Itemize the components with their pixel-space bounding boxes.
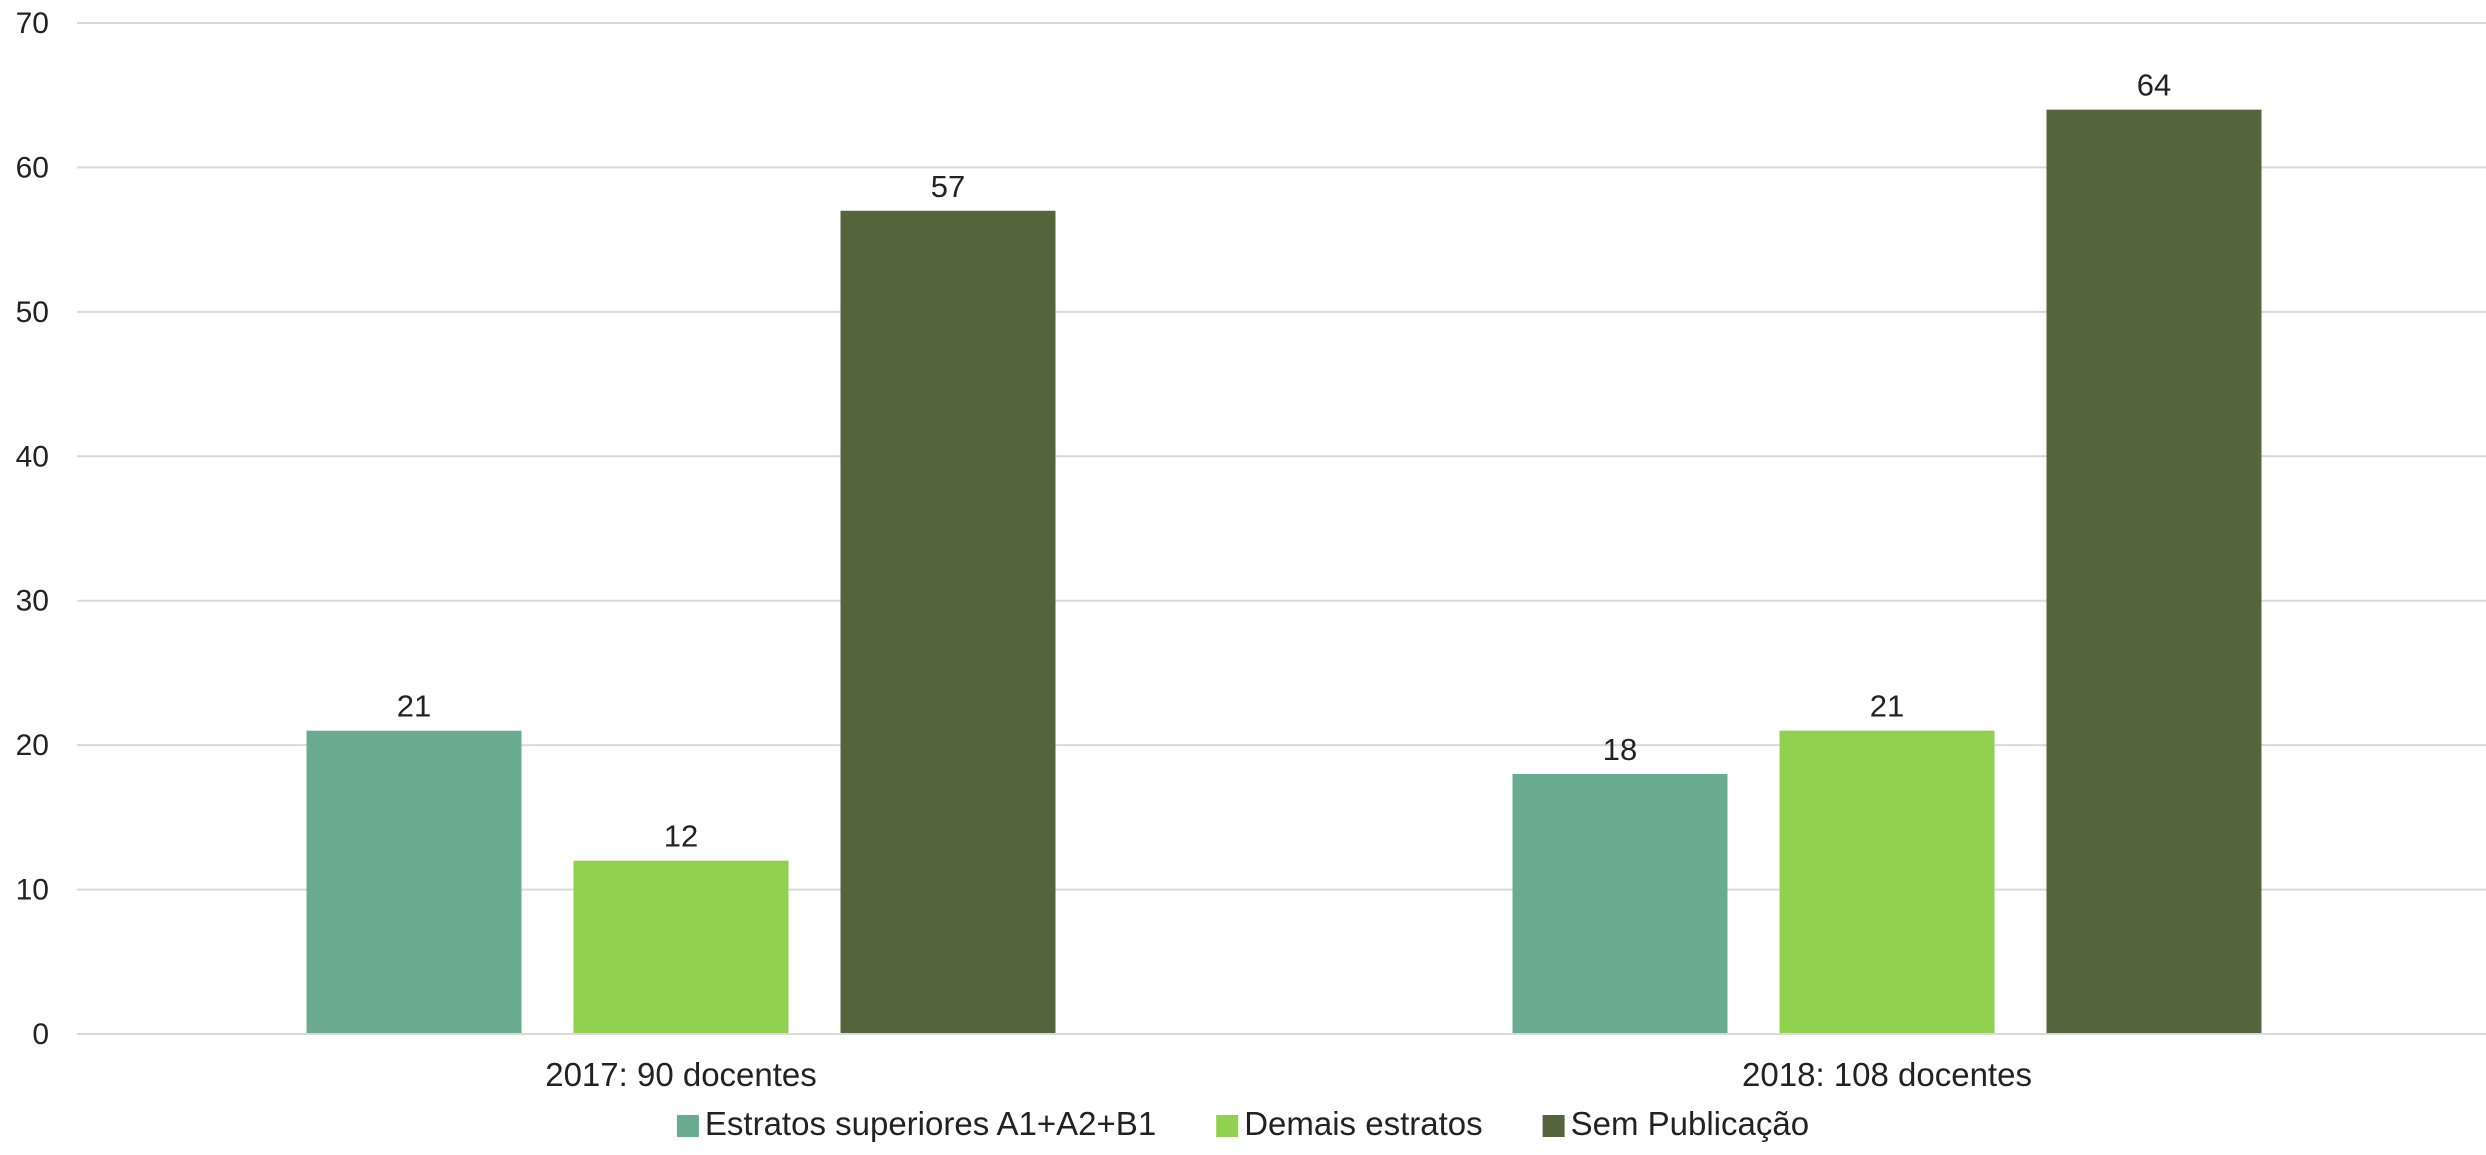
legend: Estratos superiores A1+A2+B1 Demais estra… [676, 1105, 1809, 1142]
y-tick-label-30: 30 [16, 585, 49, 618]
y-tick-label-40: 40 [16, 440, 49, 473]
bar-1-2 [2046, 109, 2262, 1034]
data-label-0-0: 21 [397, 689, 431, 724]
data-label-0-1: 12 [664, 819, 698, 854]
data-label-0-2: 57 [931, 169, 965, 204]
bar-1-1 [1779, 730, 1995, 1034]
legend-swatch-0 [676, 1115, 699, 1137]
x-tick-label-1: 2018: 108 docentes [1742, 1056, 2032, 1093]
data-label-1-0: 18 [1603, 732, 1637, 767]
y-tick-label-10: 10 [16, 874, 49, 907]
bar-0-2 [840, 210, 1056, 1034]
y-tick-label-70: 70 [16, 7, 49, 40]
legend-label-1: Demais estratos [1244, 1105, 1482, 1142]
bar-0-1 [573, 860, 789, 1034]
legend-label-2: Sem Publicação [1571, 1105, 1809, 1142]
y-axis: 0 10 20 30 40 50 60 70 [16, 7, 49, 1051]
data-label-1-1: 21 [1870, 689, 1904, 724]
x-axis: 2017: 90 docentes 2018: 108 docentes [77, 1033, 2486, 1093]
bar-1-0 [1512, 774, 1728, 1034]
bars [306, 109, 2262, 1034]
legend-swatch-1 [1216, 1115, 1239, 1137]
legend-item-0: Estratos superiores A1+A2+B1 [676, 1105, 1156, 1142]
x-tick-label-0: 2017: 90 docentes [545, 1056, 817, 1093]
y-tick-label-50: 50 [16, 296, 49, 329]
y-tick-label-20: 20 [16, 729, 49, 762]
legend-swatch-2 [1542, 1115, 1565, 1137]
bar-0-0 [306, 730, 522, 1034]
legend-item-2: Sem Publicação [1542, 1105, 1809, 1142]
data-label-1-2: 64 [2137, 68, 2171, 103]
legend-label-0: Estratos superiores A1+A2+B1 [705, 1105, 1156, 1142]
y-tick-label-0: 0 [32, 1018, 49, 1051]
y-tick-label-60: 60 [16, 151, 49, 184]
data-labels: 21 12 57 18 21 64 [397, 68, 2171, 854]
legend-item-1: Demais estratos [1216, 1105, 1483, 1142]
